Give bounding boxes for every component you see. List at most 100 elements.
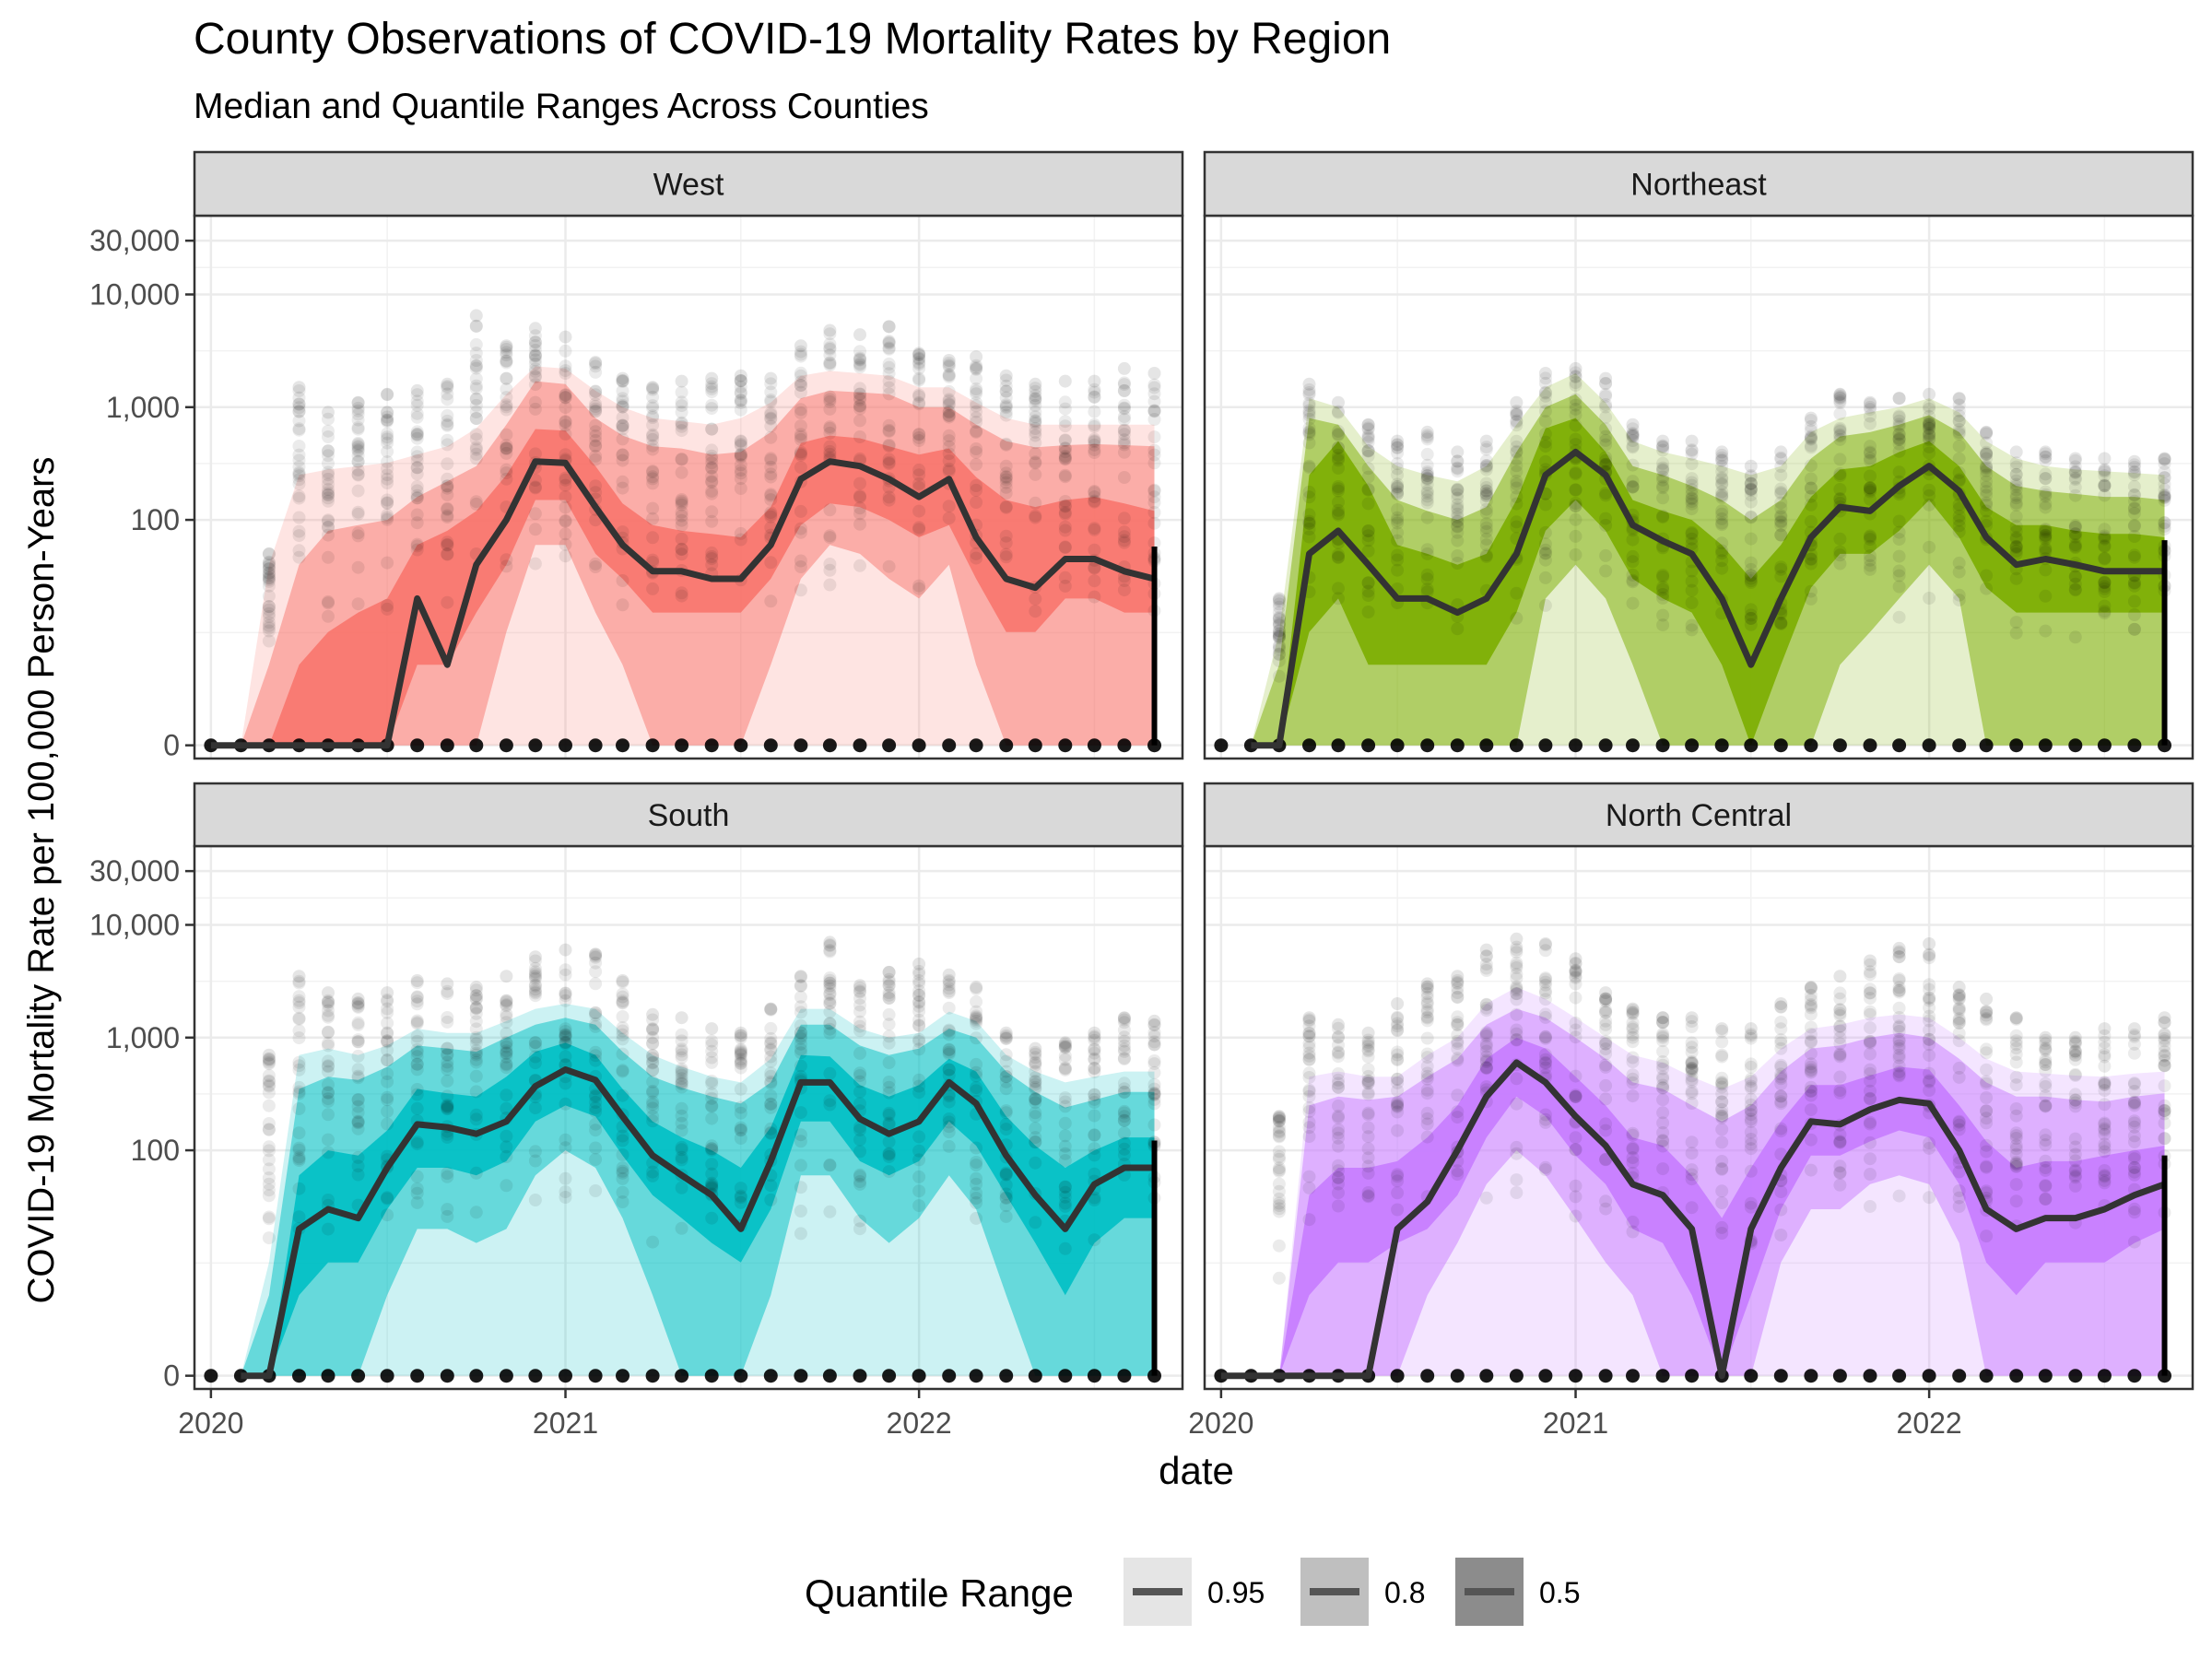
observation-point	[381, 1191, 394, 1205]
observation-point	[1715, 507, 1729, 521]
observation-point	[441, 1170, 454, 1183]
observation-point	[1923, 1049, 1936, 1062]
observation-point	[2039, 445, 2053, 459]
observation-point	[1569, 1179, 1583, 1193]
observation-point	[1058, 441, 1072, 455]
observation-point	[351, 455, 365, 469]
observation-point	[322, 449, 335, 463]
observation-point	[970, 1211, 983, 1225]
zero-observation-point	[1685, 1369, 1700, 1383]
observation-point	[1569, 376, 1583, 390]
observation-point	[675, 542, 688, 556]
observation-point	[1302, 1170, 1316, 1183]
observation-point	[734, 435, 747, 449]
observation-point	[1147, 367, 1161, 380]
observation-point	[1361, 534, 1375, 547]
observation-point	[764, 1125, 778, 1139]
observation-point	[528, 339, 542, 352]
observation-point	[853, 1097, 866, 1111]
observation-point	[912, 579, 926, 593]
observation-point	[882, 335, 896, 349]
observation-point	[764, 1179, 778, 1193]
zero-observation-point	[794, 1369, 808, 1383]
observation-point	[410, 450, 424, 464]
observation-point	[589, 356, 603, 370]
observation-point	[1804, 1028, 1818, 1041]
observation-point	[1391, 526, 1405, 539]
observation-point	[1510, 407, 1524, 421]
observation-point	[1804, 429, 1818, 443]
observation-point	[616, 994, 629, 1008]
observation-point	[1804, 1057, 1818, 1071]
observation-point	[1744, 477, 1758, 490]
observation-point	[351, 1093, 365, 1107]
observation-point	[1302, 382, 1316, 396]
observation-point	[1685, 583, 1699, 597]
observation-point	[469, 320, 483, 333]
observation-point	[1029, 467, 1042, 481]
observation-point	[1804, 981, 1818, 994]
observation-point	[1510, 520, 1524, 534]
observation-point	[1864, 1047, 1877, 1061]
observation-point	[1479, 460, 1493, 474]
observation-point	[1599, 1006, 1613, 1019]
observation-point	[1451, 534, 1465, 547]
observation-point	[1117, 1011, 1131, 1025]
observation-point	[262, 1057, 276, 1071]
observation-point	[1804, 481, 1818, 495]
observation-point	[589, 429, 603, 442]
observation-point	[882, 367, 896, 381]
observation-point	[794, 504, 807, 518]
observation-point	[1685, 478, 1699, 492]
observation-point	[1892, 973, 1906, 987]
observation-point	[675, 417, 688, 430]
observation-point	[1804, 592, 1818, 606]
observation-point	[1117, 428, 1131, 441]
observation-point	[351, 413, 365, 427]
observation-point	[381, 994, 394, 1008]
observation-point	[912, 371, 926, 385]
observation-point	[410, 479, 424, 493]
observation-point	[1479, 521, 1493, 535]
observation-point	[999, 399, 1013, 413]
observation-point	[853, 1005, 866, 1018]
observation-point	[1980, 464, 1994, 477]
observation-point	[764, 1193, 778, 1206]
observation-point	[2009, 445, 2023, 459]
observation-point	[616, 398, 629, 412]
observation-point	[1685, 1045, 1699, 1059]
observation-point	[1599, 458, 1613, 471]
observation-point	[262, 572, 276, 586]
observation-point	[589, 402, 603, 416]
observation-point	[1804, 584, 1818, 598]
observation-point	[675, 543, 688, 557]
observation-point	[1715, 471, 1729, 485]
observation-point	[500, 340, 513, 354]
observation-point	[469, 428, 483, 441]
observation-point	[559, 471, 572, 485]
observation-point	[1510, 1186, 1524, 1199]
zero-observation-point	[1390, 738, 1405, 753]
observation-point	[322, 1060, 335, 1074]
observation-point	[882, 335, 896, 348]
observation-point	[1117, 378, 1131, 392]
observation-point	[441, 538, 454, 552]
facet-strip	[193, 150, 1184, 218]
observation-point	[912, 995, 926, 1009]
observation-point	[1332, 592, 1345, 606]
observation-point	[1833, 429, 1847, 443]
observation-point	[1302, 1046, 1316, 1060]
observation-point	[970, 981, 983, 994]
facet-strip	[1203, 150, 2194, 218]
observation-point	[1569, 1143, 1583, 1156]
observation-point	[646, 432, 660, 446]
observation-point	[292, 1031, 306, 1045]
observation-point	[589, 1141, 603, 1155]
observation-point	[528, 1154, 542, 1168]
observation-point	[1117, 438, 1131, 452]
observation-point	[1833, 467, 1847, 480]
observation-point	[1361, 1142, 1375, 1156]
observation-point	[675, 453, 688, 466]
observation-point	[1117, 361, 1131, 375]
